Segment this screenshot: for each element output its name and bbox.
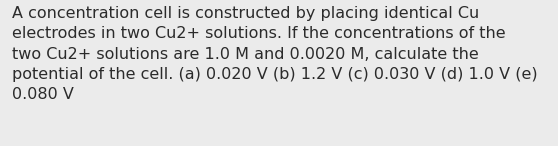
Text: A concentration cell is constructed by placing identical Cu
electrodes in two Cu: A concentration cell is constructed by p… [12,6,538,102]
